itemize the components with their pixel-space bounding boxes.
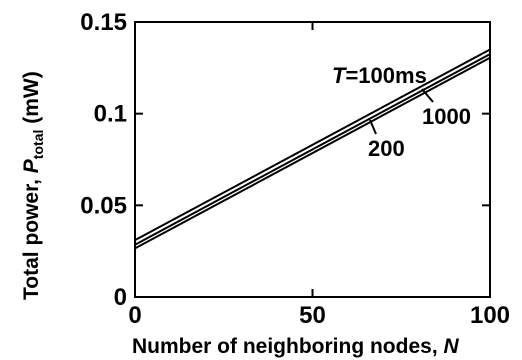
series-line-3 — [134, 56, 491, 250]
y-axis-title-sub: total — [30, 130, 46, 160]
annotation-t100-text: =100ms — [345, 63, 426, 88]
y-axis-title-unit: (mW) — [20, 71, 43, 129]
plot-frame — [134, 21, 491, 298]
series-lines — [134, 48, 491, 250]
annotation-t100-var: T — [332, 63, 347, 88]
series-line-2 — [134, 53, 491, 246]
leader-200 — [369, 119, 377, 135]
x-axis-title-main: Number of neighboring nodes, — [132, 335, 444, 358]
series-line-1 — [134, 48, 491, 242]
x-tick-label: 50 — [299, 302, 326, 329]
annotation-t100: T=100ms — [332, 63, 427, 88]
leader-1000 — [421, 88, 434, 103]
x-tick-label: 0 — [128, 302, 141, 329]
y-axis-title-var: P — [20, 158, 43, 173]
y-axis-title: Total power, Ptotal (mW) — [20, 71, 46, 300]
x-tick-label: 100 — [470, 302, 510, 329]
y-axis-title-main: Total power, — [20, 173, 43, 300]
y-tick-label: 0 — [114, 284, 127, 311]
y-tick-label: 0.1 — [94, 101, 127, 128]
annotation-200: 200 — [368, 136, 405, 161]
y-tick-label: 0.05 — [80, 192, 127, 219]
y-tick-labels: 0 0.05 0.1 0.15 — [80, 9, 127, 311]
x-tick-labels: 0 50 100 — [128, 302, 510, 329]
x-axis-title-var: N — [444, 335, 460, 358]
x-axis-title: Number of neighboring nodes, N — [132, 335, 460, 358]
annotation-1000: 1000 — [422, 104, 471, 129]
tick-marks — [134, 21, 491, 298]
y-tick-label: 0.15 — [80, 9, 127, 36]
